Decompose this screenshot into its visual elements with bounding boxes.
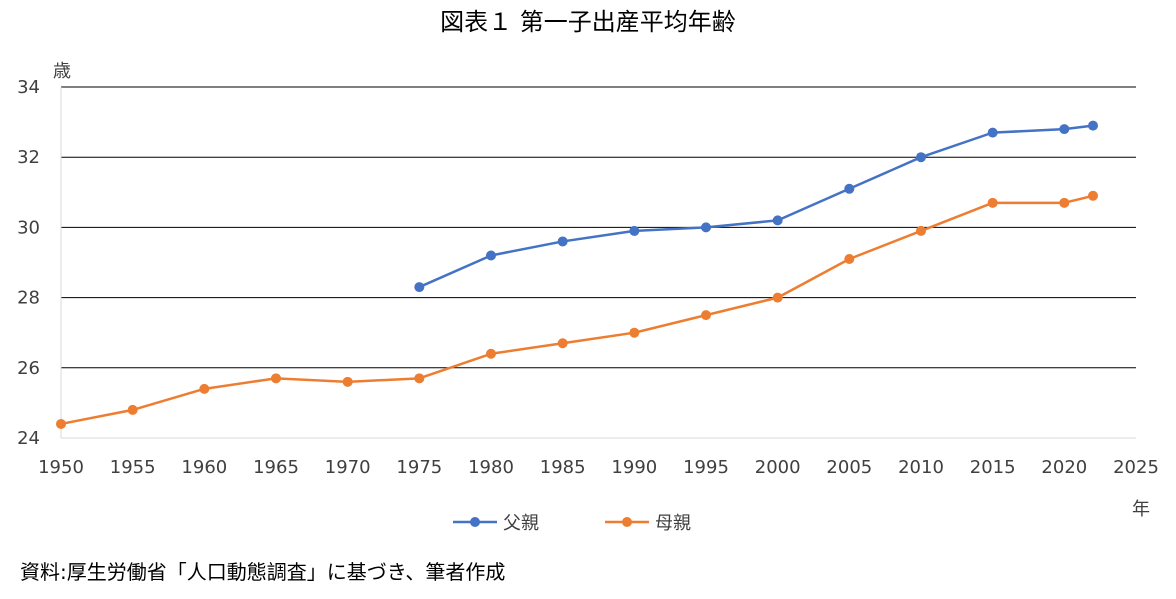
- x-tick-label-1970: 1970: [325, 457, 371, 478]
- x-tick-label-1980: 1980: [468, 457, 514, 478]
- x-tick-label-2020: 2020: [1041, 457, 1087, 478]
- x-tick-label-1990: 1990: [611, 457, 657, 478]
- legend-label-1: 父親: [503, 513, 539, 534]
- x-tick-label-1965: 1965: [253, 457, 299, 478]
- data-point-2-1975: [414, 373, 425, 384]
- data-point-2-2000: [772, 292, 783, 303]
- data-point-1-2022: [1088, 120, 1098, 131]
- data-point-1-1985: [557, 236, 568, 247]
- data-point-1-1995: [701, 222, 711, 233]
- data-point-1-2005: [844, 183, 855, 194]
- legend-label-2: 母親: [655, 513, 691, 534]
- data-point-2-1955: [127, 404, 138, 415]
- y-tick-label-28: 28: [17, 288, 40, 309]
- data-point-1-1990: [629, 225, 640, 236]
- series-line-2: [60, 194, 1094, 426]
- data-point-2-2022: [1088, 190, 1098, 201]
- x-tick-label-2015: 2015: [970, 457, 1016, 478]
- x-tick-label-2025: 2025: [1113, 457, 1159, 478]
- data-point-2-1985: [557, 338, 568, 349]
- x-tick-label-1950: 1950: [38, 457, 84, 478]
- data-point-1-2010: [916, 152, 926, 163]
- chart-title: 図表１ 第一子出産平均年齢: [440, 8, 736, 36]
- x-tick-label-2000: 2000: [755, 457, 801, 478]
- legend-marker-1: [470, 517, 480, 527]
- data-point-1-2000: [772, 215, 783, 226]
- x-tick-label-1955: 1955: [110, 457, 156, 478]
- source-note: 資料:厚生労働省「人口動態調査」に基づき、筆者作成: [20, 560, 505, 584]
- data-point-2-2015: [987, 197, 998, 208]
- x-tick-label-2005: 2005: [826, 457, 872, 478]
- x-tick-label-1960: 1960: [181, 457, 227, 478]
- data-point-2-1990: [629, 327, 640, 338]
- series-lines: [56, 120, 1098, 429]
- y-tick-label-24: 24: [17, 428, 40, 449]
- y-tick-label-34: 34: [17, 77, 40, 98]
- data-point-2-1960: [199, 383, 210, 394]
- x-tick-label-1995: 1995: [683, 457, 729, 478]
- data-point-2-2010: [916, 225, 926, 236]
- x-tick-label-2010: 2010: [898, 457, 944, 478]
- data-point-2-2005: [844, 253, 855, 264]
- gridlines: [61, 86, 1136, 369]
- data-point-2-2020: [1059, 197, 1070, 208]
- y-tick-label-26: 26: [17, 358, 40, 379]
- x-tick-label-1985: 1985: [540, 457, 586, 478]
- data-point-1-1975: [414, 282, 425, 293]
- axes: [60, 87, 1136, 439]
- data-point-2-1980: [486, 348, 496, 359]
- data-point-2-1950: [56, 418, 66, 429]
- x-tick-labels: 1950 1955 1960 1965 1970 1975 1980 1985 1990 1995…: [38, 457, 1159, 478]
- data-point-1-1980: [486, 250, 496, 261]
- data-point-2-1995: [701, 310, 711, 321]
- y-unit-label: 歳: [53, 61, 71, 82]
- data-point-1-2015: [987, 127, 998, 138]
- x-unit-label: 年: [1132, 499, 1150, 520]
- legend-marker-2: [622, 517, 632, 527]
- y-tick-label-30: 30: [17, 217, 40, 238]
- data-point-2-1970: [342, 376, 353, 387]
- x-tick-label-1975: 1975: [396, 457, 442, 478]
- y-tick-label-32: 32: [17, 147, 40, 168]
- data-point-1-2020: [1059, 124, 1070, 135]
- data-point-2-1965: [271, 373, 281, 384]
- legend: 父親 母親: [453, 513, 691, 534]
- y-tick-labels: 24 26 28 30 32 34: [17, 77, 40, 449]
